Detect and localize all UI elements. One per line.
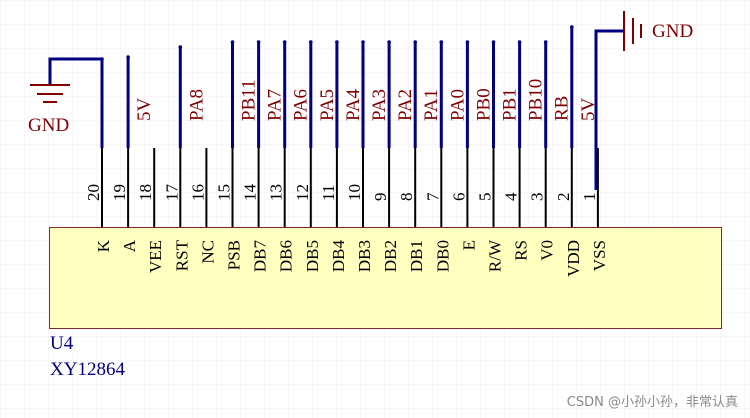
gnd-left-port[interactable]: GND: [28, 57, 101, 136]
pin-11-name: DB4: [329, 240, 348, 273]
pin-6-name: E: [459, 240, 478, 250]
gnd-left-label: GND: [28, 115, 69, 136]
pin-1-number: 1: [580, 193, 599, 202]
pin-3-name: V0: [538, 240, 557, 261]
pin-5-number: 5: [476, 193, 495, 202]
wire-end-pin-20: [100, 57, 104, 61]
pin-10-number: 10: [345, 184, 364, 201]
wire-end-pin-15: [230, 40, 235, 44]
gnd-right-wire: [594, 29, 624, 190]
wire-end-pin-12: [309, 40, 313, 44]
component-part-name: XY12864: [50, 359, 125, 380]
pin-11-number: 11: [319, 185, 338, 201]
component-designator: U4: [50, 333, 74, 354]
wire-end-pin-10: [361, 40, 365, 44]
pin-6-number: 6: [449, 193, 468, 202]
net-label-pin-9[interactable]: PA2: [395, 89, 416, 121]
pin-7-number: 7: [423, 192, 442, 201]
pin-17-number: 17: [162, 184, 181, 202]
pin-3-number: 3: [528, 193, 547, 202]
pin-19-number: 19: [110, 184, 129, 201]
pin-18-number: 18: [136, 184, 155, 201]
watermark-text: CSDN @小孙小孙，非常认真: [567, 395, 738, 410]
pin-20-number: 20: [84, 184, 103, 201]
net-label-pin-2[interactable]: 5V: [578, 98, 599, 122]
pin-13-number: 13: [267, 184, 286, 201]
gnd-right-port[interactable]: GND: [594, 11, 693, 190]
pin-9-number: 9: [371, 193, 390, 202]
net-label-pin-8[interactable]: PA1: [421, 89, 442, 121]
net-label-pin-4[interactable]: PB10: [526, 79, 547, 121]
gnd-left-wire: [48, 57, 101, 84]
pins-layer: 20K19A5V18VEE17RSTPA816NC15PSBPB1114DB7P…: [84, 25, 609, 277]
pin-18-name: VEE: [146, 240, 165, 273]
gnd-right-label: GND: [652, 21, 693, 42]
pin-19-name: A: [120, 239, 139, 252]
pin-14-name: DB7: [251, 240, 270, 273]
pin-9-name: DB2: [381, 240, 400, 272]
net-label-pin-17[interactable]: PA8: [186, 89, 207, 121]
pin-16-number: 16: [188, 184, 207, 201]
net-label-pin-19[interactable]: 5V: [134, 98, 155, 122]
wire-end-pin-9: [387, 40, 391, 44]
net-label-pin-3[interactable]: RB: [552, 96, 573, 121]
net-label-pin-15[interactable]: PB11: [239, 79, 260, 121]
net-label-pin-6[interactable]: PB0: [473, 88, 494, 121]
pin-5-name: R/W: [486, 239, 505, 272]
pin-17-name: RST: [172, 239, 191, 271]
pin-13-name: DB6: [277, 240, 296, 272]
wire-end-pin-17: [178, 45, 183, 49]
wire-end-pin-6: [465, 40, 470, 44]
wire-end-pin-7: [439, 40, 444, 44]
pin-8-number: 8: [397, 193, 416, 202]
pin-14-number: 14: [241, 184, 260, 202]
wire-end-pin-4: [517, 40, 522, 44]
pin-7-name: DB0: [433, 240, 452, 272]
pin-4-number: 4: [502, 192, 521, 201]
net-label-pin-11[interactable]: PA4: [343, 88, 364, 121]
pin-15-number: 15: [215, 184, 234, 201]
wire-end-pin-13: [282, 40, 287, 44]
wire-end-pin-2: [570, 25, 574, 29]
pin-16-name: NC: [198, 240, 217, 264]
pin-10-name: DB3: [355, 240, 374, 272]
pin-8-name: DB1: [407, 240, 426, 272]
pin-2-name: VDD: [564, 240, 583, 277]
ic-body[interactable]: [49, 227, 722, 329]
pin-20-name: K: [94, 239, 113, 252]
wire-end-pin-5: [491, 40, 496, 44]
pin-1-name: VSS: [590, 240, 609, 271]
pin-4-name: RS: [512, 240, 531, 261]
wire-end-pin-3: [543, 40, 548, 44]
net-label-pin-12[interactable]: PA5: [317, 89, 338, 121]
net-label-pin-5[interactable]: PB1: [500, 88, 521, 121]
net-label-pin-13[interactable]: PA6: [291, 89, 312, 121]
pin-12-name: DB5: [303, 240, 322, 272]
wire-end-pin-14: [256, 40, 261, 44]
net-label-pin-7[interactable]: PA0: [447, 89, 468, 121]
pin-12-number: 12: [293, 184, 312, 201]
pin-2-number: 2: [554, 193, 573, 202]
wire-end-pin-11: [335, 40, 339, 44]
pin-15-name: PSB: [225, 240, 244, 270]
wire-end-pin-8: [413, 40, 418, 44]
net-label-pin-14[interactable]: PA7: [265, 89, 286, 121]
wire-end-pin-19: [126, 55, 130, 59]
net-label-pin-10[interactable]: PA3: [369, 89, 390, 121]
